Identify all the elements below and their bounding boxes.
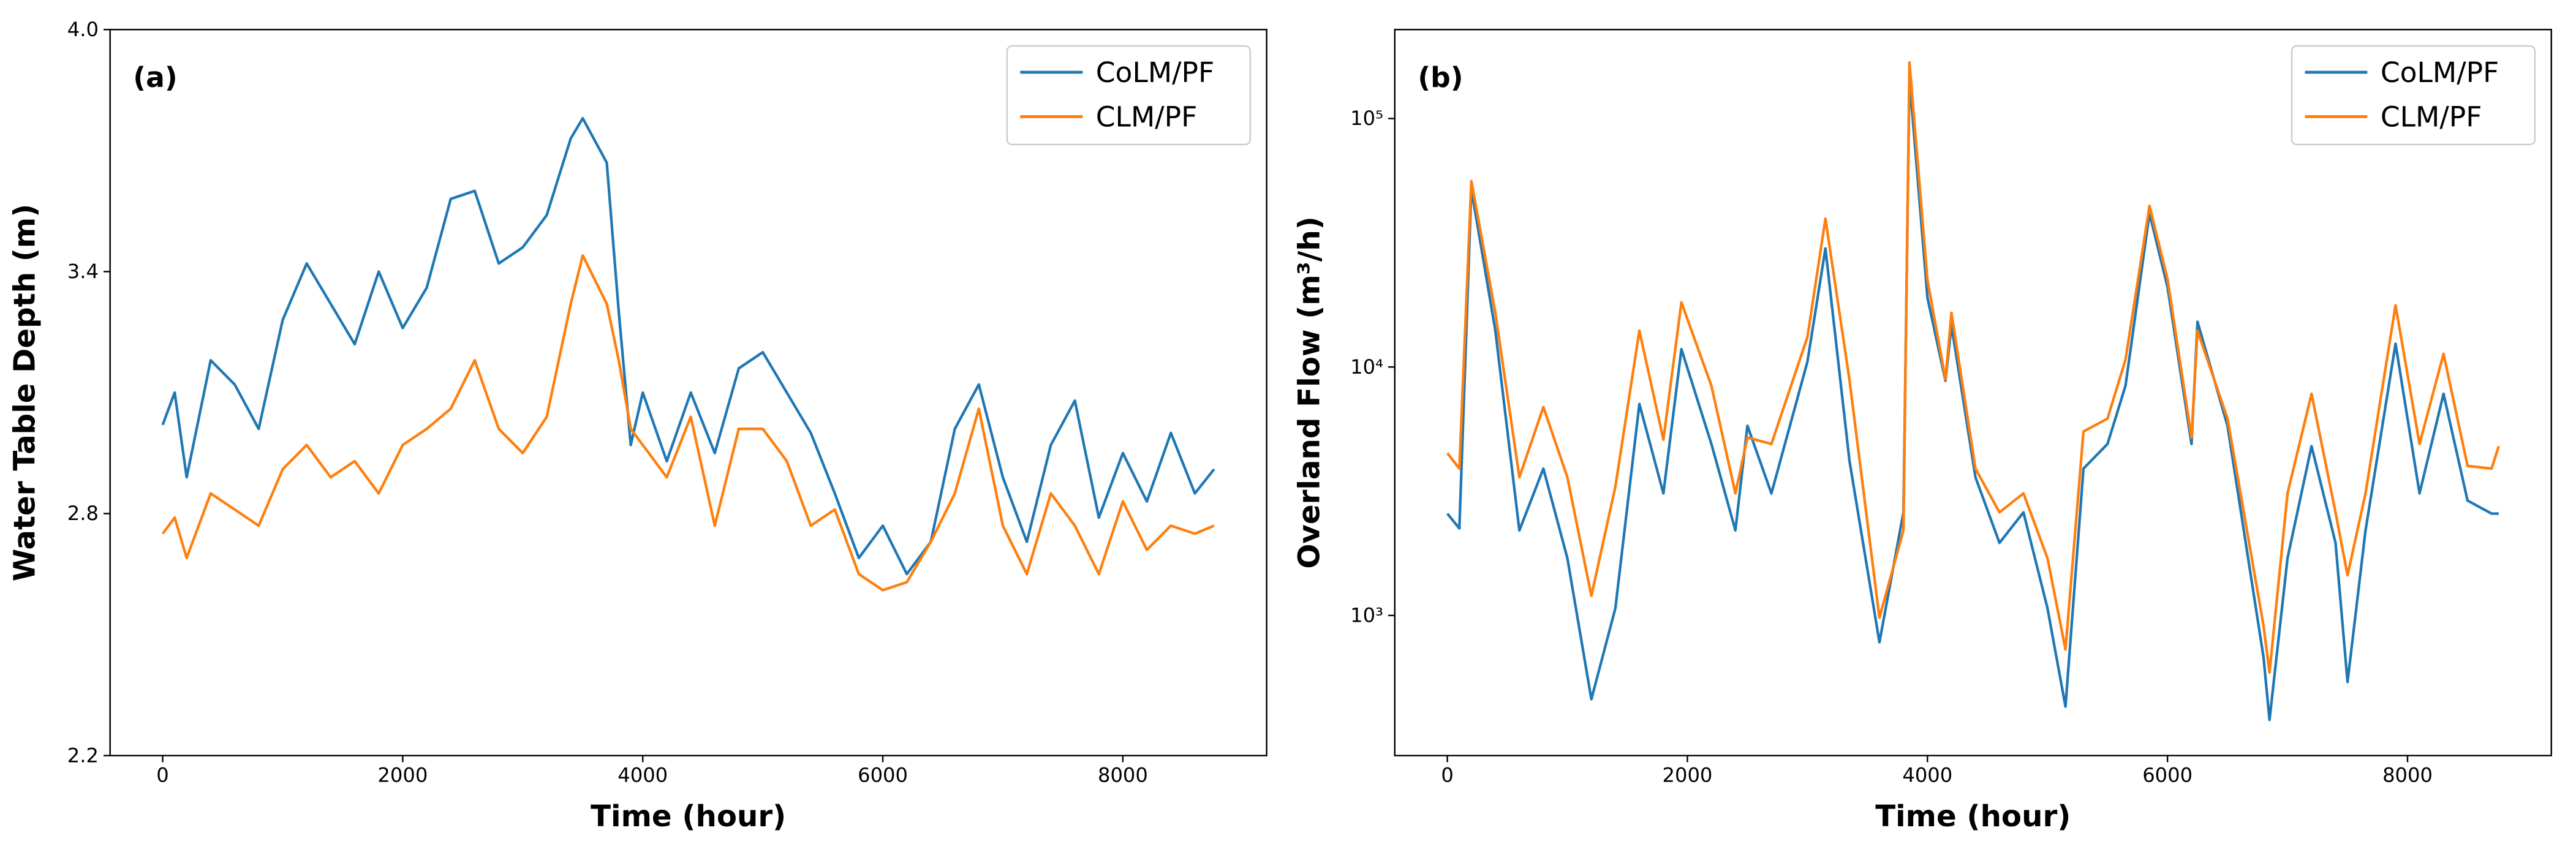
series-line bbox=[1446, 77, 2499, 722]
legend-box bbox=[2291, 45, 2536, 146]
series-line bbox=[161, 116, 1215, 576]
x-tick-label: 8000 bbox=[2382, 763, 2433, 786]
plot-frame bbox=[109, 29, 1267, 756]
x-tick-label: 2000 bbox=[1663, 763, 1713, 786]
y-axis-label: Water Table Depth (m) bbox=[7, 204, 42, 581]
x-tick-label: 8000 bbox=[1098, 763, 1148, 786]
x-tick-label: 2000 bbox=[377, 763, 428, 786]
x-axis-label: Time (hour) bbox=[1875, 799, 2071, 834]
y-axis-label: Overland Flow (m³/h) bbox=[1292, 216, 1326, 568]
panel-label: (a) bbox=[133, 61, 177, 94]
x-tick-label: 4000 bbox=[1902, 763, 1952, 786]
x-tick-label: 4000 bbox=[618, 763, 668, 786]
legend-label: CoLM/PF bbox=[1096, 56, 1215, 89]
x-tick-label: 6000 bbox=[2142, 763, 2193, 786]
legend-label: CLM/PF bbox=[2381, 100, 2482, 133]
y-tick-label: 10³ bbox=[1350, 604, 1383, 627]
legend-box bbox=[1006, 45, 1252, 146]
plot-frame bbox=[1394, 29, 2552, 756]
y-tick-label: 10⁴ bbox=[1350, 355, 1383, 379]
y-tick-label: 2.2 bbox=[67, 744, 99, 767]
y-tick-label: 4.0 bbox=[67, 18, 99, 41]
y-tick-label: 2.8 bbox=[67, 502, 99, 525]
x-axis-label: Time (hour) bbox=[591, 799, 786, 834]
series-line bbox=[161, 254, 1215, 592]
x-tick-label: 6000 bbox=[858, 763, 908, 786]
series-line bbox=[1446, 61, 2500, 674]
panel-label: (b) bbox=[1418, 61, 1463, 94]
y-tick-label: 3.4 bbox=[67, 260, 99, 283]
y-tick-label: 10⁵ bbox=[1350, 107, 1383, 130]
x-tick-label: 0 bbox=[1441, 763, 1453, 786]
x-tick-label: 0 bbox=[156, 763, 168, 786]
legend-label: CoLM/PF bbox=[2381, 56, 2499, 89]
legend-label: CLM/PF bbox=[1096, 100, 1198, 133]
